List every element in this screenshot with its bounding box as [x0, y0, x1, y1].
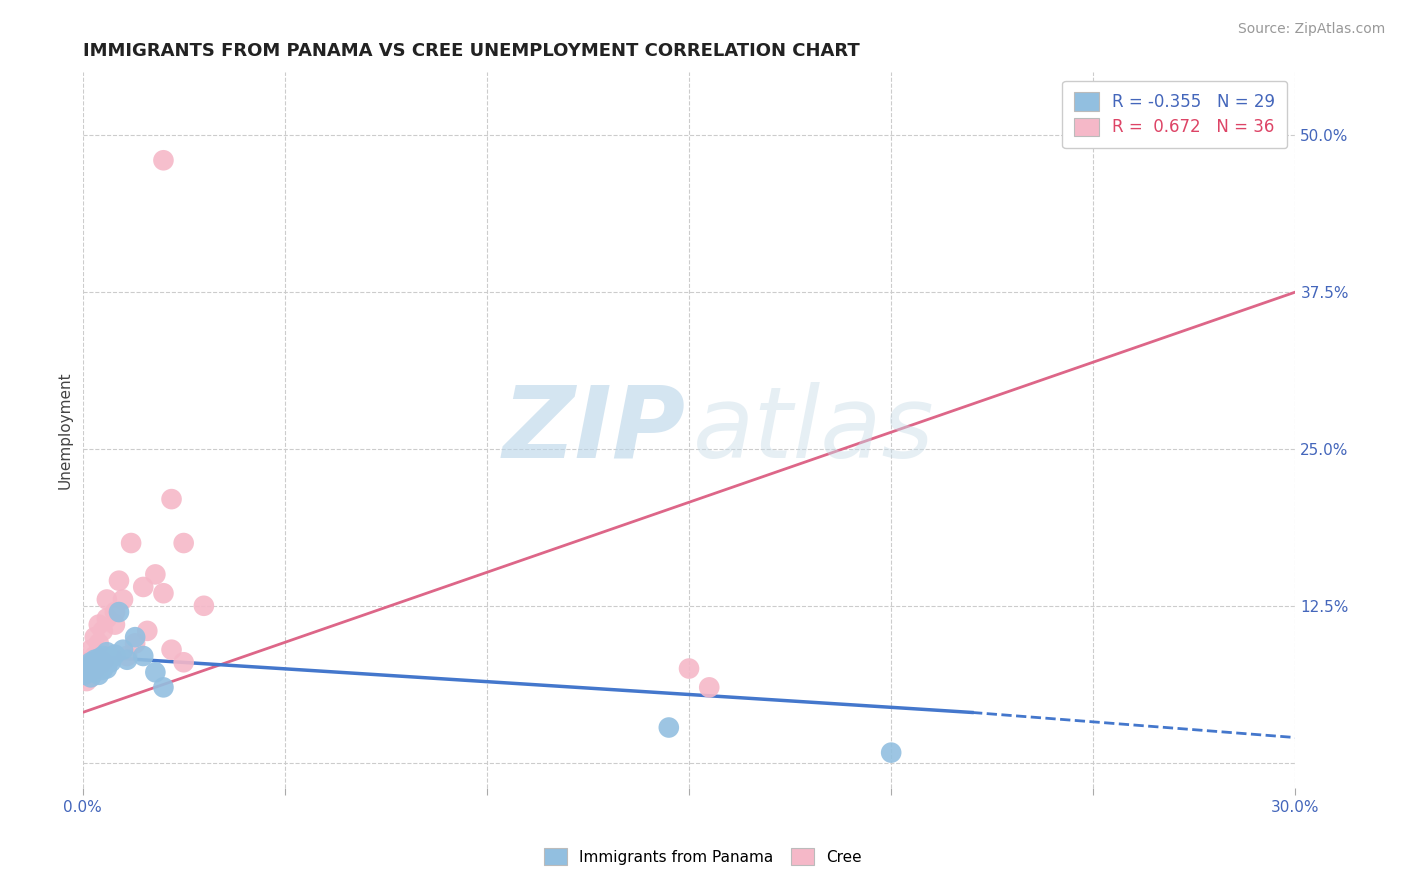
Point: [132, 648, 155, 663]
Point: [658, 721, 681, 735]
Point: [160, 492, 183, 507]
Text: ZIP: ZIP: [502, 382, 685, 479]
Point: [100, 651, 122, 665]
Point: [120, 536, 142, 550]
Point: [124, 630, 146, 644]
Point: [152, 681, 174, 695]
Point: [145, 567, 167, 582]
Point: [96, 592, 118, 607]
Point: [79, 670, 101, 684]
Y-axis label: Unemployment: Unemployment: [58, 371, 72, 489]
Point: [173, 655, 195, 669]
Point: [880, 746, 903, 760]
Point: [104, 617, 127, 632]
Point: [76, 665, 98, 680]
Point: [87, 617, 110, 632]
Point: [115, 653, 138, 667]
Point: [83, 648, 105, 663]
Point: [91, 659, 114, 673]
Point: [115, 648, 138, 663]
Point: [145, 665, 167, 680]
Point: [79, 655, 101, 669]
Point: [678, 661, 700, 675]
Point: [91, 655, 114, 669]
Point: [76, 661, 98, 675]
Point: [73, 668, 96, 682]
Point: [193, 599, 215, 613]
Text: IMMIGRANTS FROM PANAMA VS CREE UNEMPLOYMENT CORRELATION CHART: IMMIGRANTS FROM PANAMA VS CREE UNEMPLOYM…: [83, 42, 859, 60]
Point: [124, 636, 146, 650]
Point: [79, 670, 101, 684]
Point: [87, 657, 110, 671]
Point: [112, 592, 135, 607]
Point: [87, 636, 110, 650]
Point: [79, 642, 101, 657]
Point: [132, 580, 155, 594]
Point: [96, 645, 118, 659]
Point: [91, 648, 114, 663]
Point: [91, 663, 114, 677]
Point: [91, 624, 114, 638]
Point: [112, 642, 135, 657]
Point: [87, 668, 110, 682]
Point: [136, 624, 159, 638]
Point: [104, 648, 127, 662]
Point: [79, 657, 101, 672]
Point: [96, 661, 118, 675]
Legend: Immigrants from Panama, Cree: Immigrants from Panama, Cree: [537, 842, 869, 871]
Point: [152, 586, 174, 600]
Point: [83, 630, 105, 644]
Text: Source: ZipAtlas.com: Source: ZipAtlas.com: [1237, 22, 1385, 37]
Legend: R = -0.355   N = 29, R =  0.672   N = 36: R = -0.355 N = 29, R = 0.672 N = 36: [1063, 81, 1286, 148]
Point: [87, 651, 110, 665]
Point: [87, 661, 110, 675]
Point: [160, 642, 183, 657]
Point: [79, 657, 101, 672]
Point: [83, 653, 105, 667]
Point: [96, 611, 118, 625]
Point: [76, 674, 98, 689]
Point: [76, 655, 98, 669]
Point: [104, 605, 127, 619]
Point: [100, 648, 122, 663]
Point: [83, 661, 105, 675]
Point: [108, 574, 131, 588]
Point: [152, 153, 174, 168]
Point: [73, 668, 96, 682]
Point: [83, 664, 105, 678]
Point: [100, 655, 122, 669]
Point: [83, 660, 105, 674]
Point: [173, 536, 195, 550]
Text: atlas: atlas: [693, 382, 935, 479]
Point: [697, 681, 720, 695]
Point: [108, 605, 131, 619]
